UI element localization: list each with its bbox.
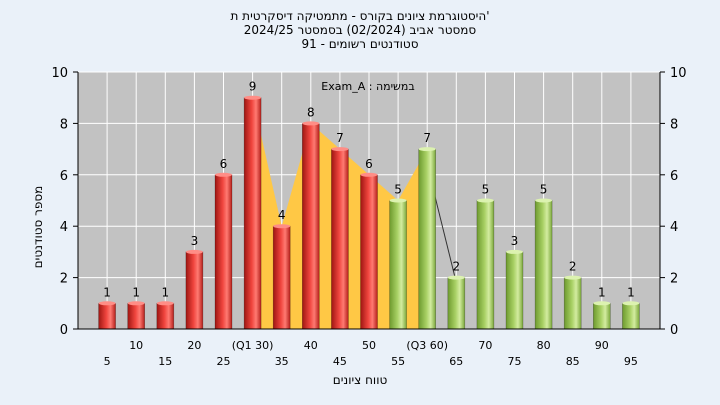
bar-cap [302,121,320,126]
bar-cap [360,172,378,177]
x-tick-label: 5 [104,355,111,368]
x-tick-label: 70 [478,339,492,352]
bar-value-label: 8 [307,105,315,119]
bar-value-label: 6 [365,157,373,171]
y-tick-label-left: 4 [60,220,68,235]
bar-value-label: 2 [452,260,460,274]
bar-value-label: 5 [394,183,402,197]
y-tick-label-right: 0 [670,323,678,338]
bar-cap [447,275,465,280]
chart-title-line-2: 2024/25 סמסטר אביב (02/2024) בסמסטר [243,23,477,37]
bar-cap [418,147,436,152]
bar-value-label: 1 [627,285,635,299]
x-tick-label: 65 [449,355,463,368]
trend-line [432,188,457,283]
bar [272,225,291,330]
x-tick-label: 20 [187,339,201,352]
bar-cap [535,198,553,203]
bar [127,302,145,330]
bar [360,174,378,330]
bar-value-label: 1 [103,285,111,299]
bar [98,302,116,330]
bar-value-label: 1 [598,285,606,299]
bar-cap [244,95,262,100]
bar [389,200,407,330]
x-tick-label: 45 [333,355,347,368]
bar-value-label: 9 [249,80,257,94]
bar-cap [622,301,640,306]
bar [622,302,640,330]
bar-cap [564,275,582,280]
bar-value-label: 7 [336,131,344,145]
y-tick-label-right: 6 [670,169,678,184]
x-tick-label: 10 [129,339,143,352]
x-tick-label: (Q3 60) [406,339,448,352]
bar-value-label: 5 [540,183,548,197]
bar [301,123,320,330]
bar-cap [506,249,523,254]
y-tick-label-right: 2 [670,272,678,287]
bar [592,302,611,330]
x-tick-label: 15 [158,355,172,368]
bar-cap [156,301,174,306]
y-tick-label-right: 4 [670,220,678,235]
bar-cap [127,301,145,306]
bar [418,148,437,330]
bar-cap [331,147,349,152]
bar [214,174,233,330]
bar [156,302,175,330]
bar-value-label: 3 [511,234,519,248]
y-tick-label-left: 6 [60,169,68,184]
bar [563,277,582,330]
bar [243,97,262,330]
x-tick-label: 40 [304,339,318,352]
bar-value-label: 3 [191,234,199,248]
legend-text: Exam_A : במשימה [321,80,414,93]
x-tick-label: 55 [391,355,405,368]
y-tick-label-right: 10 [670,66,687,81]
bar-value-label: 5 [482,183,490,197]
chart-title-line-1: היסטוגרמת ציונים בקורס - מתמטיקה דיסקרטי… [230,9,490,23]
y-tick-label-left: 8 [60,117,68,132]
bar [505,251,524,330]
bar-value-label: 1 [132,285,140,299]
x-tick-label: 95 [624,355,638,368]
bar [447,277,466,330]
bar-value-label: 4 [278,208,286,222]
x-tick-label: 75 [508,355,522,368]
bar-cap [185,249,203,254]
bar-cap [98,301,116,306]
bar [331,148,349,330]
bar-cap [476,198,494,203]
bar-value-label: 7 [423,131,431,145]
bar-value-label: 6 [220,157,228,171]
bar-cap [593,301,611,306]
x-tick-label: (Q1 30) [232,339,274,352]
bar [534,200,553,330]
bar-cap [215,172,232,177]
bar-value-label: 2 [569,260,577,274]
y-tick-label-right: 8 [670,117,678,132]
bar-value-label: 1 [161,285,169,299]
x-tick-label: 85 [566,355,580,368]
bar [476,200,495,330]
x-tick-label: 90 [595,339,609,352]
x-tick-label: 35 [275,355,289,368]
y-tick-label-left: 10 [51,66,68,81]
x-axis-label: טווח ציונים [332,373,388,387]
y-axis-label: מספר סטודנטים [31,185,45,269]
x-tick-label: 80 [537,339,551,352]
bar-cap [389,198,407,203]
x-tick-label: 50 [362,339,376,352]
x-tick-label: 25 [217,355,231,368]
bar-cap [273,224,291,229]
y-tick-label-left: 2 [60,272,68,287]
y-tick-label-left: 0 [60,323,68,338]
chart-title-line-3: 91 - סטודנטים רשומים [301,37,419,51]
bar [185,251,204,330]
